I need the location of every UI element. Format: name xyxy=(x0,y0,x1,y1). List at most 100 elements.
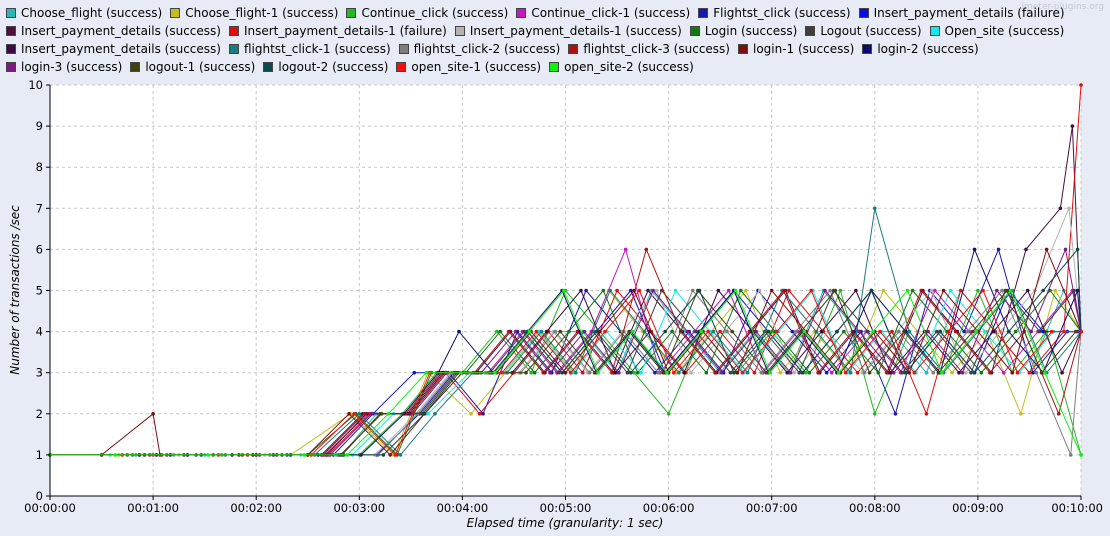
data-point xyxy=(358,412,362,416)
data-point xyxy=(873,412,877,416)
data-point xyxy=(663,330,667,334)
data-point xyxy=(885,371,889,375)
data-point xyxy=(980,371,984,375)
data-point xyxy=(1045,248,1049,252)
data-point xyxy=(1014,330,1018,334)
data-point xyxy=(969,371,973,375)
data-point xyxy=(114,453,118,457)
data-point xyxy=(535,330,539,334)
data-point xyxy=(992,330,996,334)
data-point xyxy=(775,330,779,334)
data-point xyxy=(792,371,796,375)
data-point xyxy=(894,412,898,416)
data-point xyxy=(1005,289,1009,293)
data-point xyxy=(973,371,977,375)
data-point xyxy=(706,330,710,334)
data-point xyxy=(478,412,482,416)
data-point xyxy=(481,412,485,416)
x-tick-label: 00:05:00 xyxy=(540,501,592,515)
data-point xyxy=(1035,371,1039,375)
x-tick-label: 00:08:00 xyxy=(849,501,901,515)
data-point xyxy=(988,371,992,375)
data-point xyxy=(574,371,578,375)
data-point xyxy=(1038,330,1042,334)
x-tick-label: 00:03:00 xyxy=(333,501,385,515)
data-point xyxy=(820,330,824,334)
data-point xyxy=(595,330,599,334)
data-point xyxy=(926,330,930,334)
data-point xyxy=(523,330,527,334)
data-point xyxy=(947,330,951,334)
data-point xyxy=(347,412,351,416)
data-point xyxy=(973,248,977,252)
data-point xyxy=(632,289,636,293)
data-point xyxy=(541,371,545,375)
data-point xyxy=(579,289,583,293)
data-point xyxy=(1002,371,1006,375)
y-tick-label: 7 xyxy=(36,201,43,215)
data-point xyxy=(834,289,838,293)
data-point xyxy=(699,330,703,334)
data-point xyxy=(937,371,941,375)
data-point xyxy=(457,330,461,334)
x-tick-label: 00:06:00 xyxy=(643,501,695,515)
data-point xyxy=(553,330,557,334)
data-point xyxy=(940,371,944,375)
y-tick-label: 2 xyxy=(36,407,43,421)
data-point xyxy=(615,289,619,293)
x-tick-label: 00:02:00 xyxy=(230,501,282,515)
data-point xyxy=(645,248,649,252)
data-point xyxy=(882,289,886,293)
data-point xyxy=(370,412,374,416)
data-point xyxy=(610,371,614,375)
data-point xyxy=(754,330,758,334)
data-point xyxy=(705,371,709,375)
data-point xyxy=(799,330,803,334)
data-point xyxy=(959,289,963,293)
data-point xyxy=(954,330,958,334)
data-point xyxy=(889,371,893,375)
data-point xyxy=(624,248,628,252)
y-tick-label: 3 xyxy=(36,366,43,380)
data-point xyxy=(930,289,934,293)
data-point xyxy=(720,371,724,375)
data-point xyxy=(794,330,798,334)
data-point xyxy=(352,412,356,416)
data-point xyxy=(717,289,721,293)
data-point xyxy=(744,289,748,293)
data-point xyxy=(433,412,437,416)
data-point xyxy=(629,289,633,293)
y-tick-label: 4 xyxy=(36,325,43,339)
data-point xyxy=(753,371,757,375)
data-point xyxy=(878,330,882,334)
data-point xyxy=(1019,412,1023,416)
data-point xyxy=(562,289,566,293)
data-point xyxy=(842,330,846,334)
data-point xyxy=(911,289,915,293)
data-point xyxy=(151,412,155,416)
x-tick-label: 00:04:00 xyxy=(437,501,489,515)
data-point xyxy=(629,371,633,375)
data-point xyxy=(636,371,640,375)
data-point xyxy=(206,453,210,457)
data-point xyxy=(837,371,841,375)
data-point xyxy=(1059,207,1063,211)
data-point xyxy=(1031,371,1035,375)
data-point xyxy=(741,371,745,375)
data-point xyxy=(925,371,929,375)
data-point xyxy=(639,371,643,375)
data-point xyxy=(413,371,417,375)
data-point xyxy=(651,289,655,293)
data-point xyxy=(627,330,631,334)
data-point xyxy=(533,371,537,375)
data-point xyxy=(689,371,693,375)
data-point xyxy=(804,371,808,375)
data-point xyxy=(906,289,910,293)
data-point xyxy=(734,289,738,293)
data-point xyxy=(626,371,630,375)
data-point xyxy=(425,371,429,375)
data-point xyxy=(713,371,717,375)
data-point xyxy=(560,371,564,375)
data-point xyxy=(902,330,906,334)
data-point xyxy=(950,371,954,375)
